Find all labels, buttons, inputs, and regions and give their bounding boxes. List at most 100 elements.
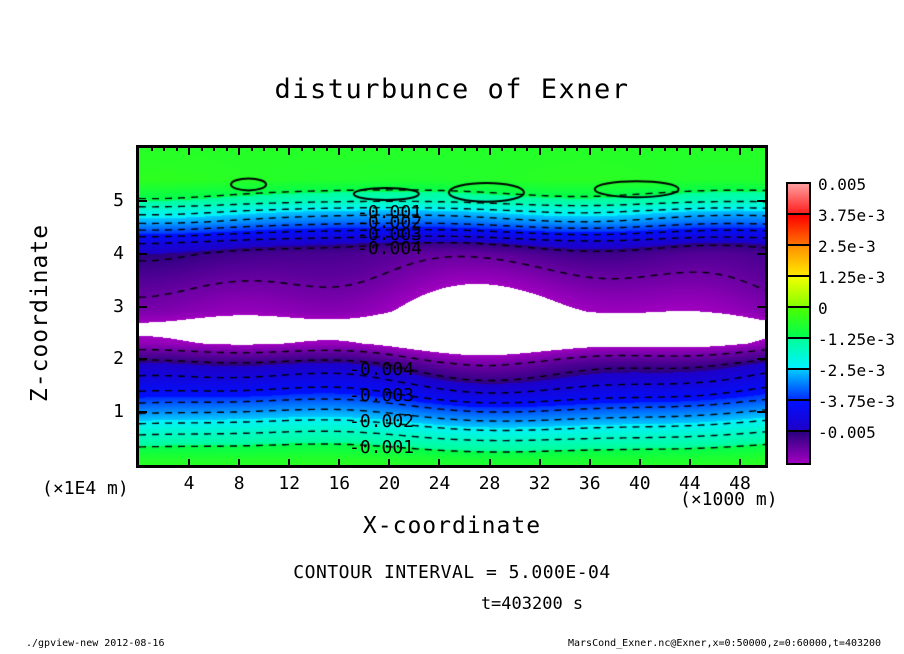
x-tick-label: 48 [729,473,751,494]
colorbar-band [788,184,809,215]
x-minor-tick-mark [726,145,729,151]
colorbar-band [788,215,809,246]
y-tick-mark [136,305,147,308]
colorbar [786,182,811,465]
x-tick-mark [338,459,341,468]
x-tick-mark [438,459,441,468]
x-minor-tick-mark [375,145,378,151]
x-minor-tick-mark [688,145,691,155]
x-tick-mark [588,459,591,468]
x-tick-label: 28 [478,473,501,494]
colorbar-band [788,246,809,277]
x-tick-label: 4 [183,473,195,494]
x-minor-tick-mark [438,145,441,155]
x-tick-mark [188,459,191,468]
contour-label-upper: -0.001 [357,202,423,223]
x-minor-tick-mark [200,145,203,151]
x-minor-tick-mark [463,145,466,151]
x-minor-tick-mark [601,145,604,151]
x-tick-mark [538,459,541,468]
y-tick-mark [757,305,768,308]
x-minor-tick-mark [388,145,391,155]
x-minor-tick-mark [751,145,754,151]
contour-label-lower: -0.004 [349,359,415,380]
x-minor-tick-mark [250,145,253,151]
contour-interval-note: CONTOUR INTERVAL = 5.000E-04 [293,562,611,583]
x-tick-label: 44 [679,473,701,494]
x-minor-tick-mark [613,145,616,151]
x-axis-title: X-coordinate [362,513,542,539]
y-tick-label: 3 [113,295,124,317]
x-minor-tick-mark [400,145,403,151]
x-tick-label: 24 [428,473,451,494]
contour-label-upper: -0.003 [357,224,423,245]
x-minor-tick-mark [451,145,453,151]
x-tick-mark [238,459,241,468]
y-tick-label: 1 [113,401,124,423]
colorbar-band [788,339,809,370]
y-tick-mark [136,199,147,202]
footer-command: ./gpview-new 2012-08-16 [26,638,165,649]
x-minor-tick-mark [163,145,166,151]
x-minor-tick-mark [701,145,704,151]
x-minor-tick-mark [538,145,541,155]
colorbar-band [788,401,809,432]
time-stamp: t=403200 s [480,594,584,614]
colorbar-tick-label: -2.5e-3 [818,361,886,380]
colorbar-tick-label: -3.75e-3 [818,392,896,411]
x-minor-tick-mark [651,145,654,151]
x-tick-mark [488,459,491,468]
x-minor-tick-mark [563,145,566,151]
contour-field [139,148,765,465]
x-minor-tick-mark [576,145,579,151]
colorbar-tick-label: 3.75e-3 [818,206,886,225]
x-minor-tick-mark [275,145,278,151]
x-minor-tick-mark [175,145,178,151]
x-minor-tick-mark [150,145,153,151]
colorbar-tick-label: 0 [818,299,828,318]
x-minor-tick-mark [313,145,316,151]
x-tick-mark [388,459,391,468]
y-tick-mark [757,358,768,361]
colorbar-tick-label: 0.005 [818,175,867,194]
colorbar-band [788,432,809,463]
x-minor-tick-mark [476,145,479,151]
contour-label-upper: -0.004 [357,238,423,259]
x-minor-tick-mark [425,145,428,151]
x-minor-tick-mark [551,145,554,151]
plot-area: -0.001 -0.002 -0.003 -0.004 -0.004 -0.003 -0.0… [136,145,768,468]
x-minor-tick-mark [188,145,191,155]
colorbar-band [788,370,809,401]
x-minor-tick-mark [638,145,641,155]
y-tick-label: 2 [113,348,124,370]
x-minor-tick-mark [288,145,291,155]
contour-label-lower: -0.002 [349,411,415,432]
x-tick-label: 12 [278,473,301,494]
x-minor-tick-mark [513,145,516,151]
y-tick-mark [136,358,147,361]
contour-label-lower: -0.003 [349,385,415,406]
x-minor-tick-mark [713,145,716,151]
contour-label-lower: -0.001 [349,437,415,458]
colorbar-tick-label: -0.005 [818,423,876,442]
x-minor-tick-mark [501,145,504,151]
x-tick-label: 8 [233,473,245,494]
contour-label-upper: -0.002 [357,212,423,233]
x-tick-label: 40 [628,473,651,494]
x-tick-mark [638,459,641,468]
x-minor-tick-mark [363,145,366,151]
colorbar-band [788,308,809,339]
colorbar-tick-label: 2.5e-3 [818,237,876,256]
x-minor-tick-mark [238,145,241,155]
y-tick-mark [136,252,147,255]
x-minor-tick-mark [663,145,666,151]
page-title: disturbunce of Exner [274,74,630,105]
x-tick-mark [688,459,691,468]
y-tick-mark [757,252,768,255]
x-axis-unit: (×1000 m) [680,489,778,510]
x-minor-tick-mark [526,145,529,151]
colorbar-tick-label: -1.25e-3 [818,330,896,349]
x-minor-tick-mark [738,145,741,155]
x-tick-mark [288,459,291,468]
x-minor-tick-mark [488,145,491,155]
